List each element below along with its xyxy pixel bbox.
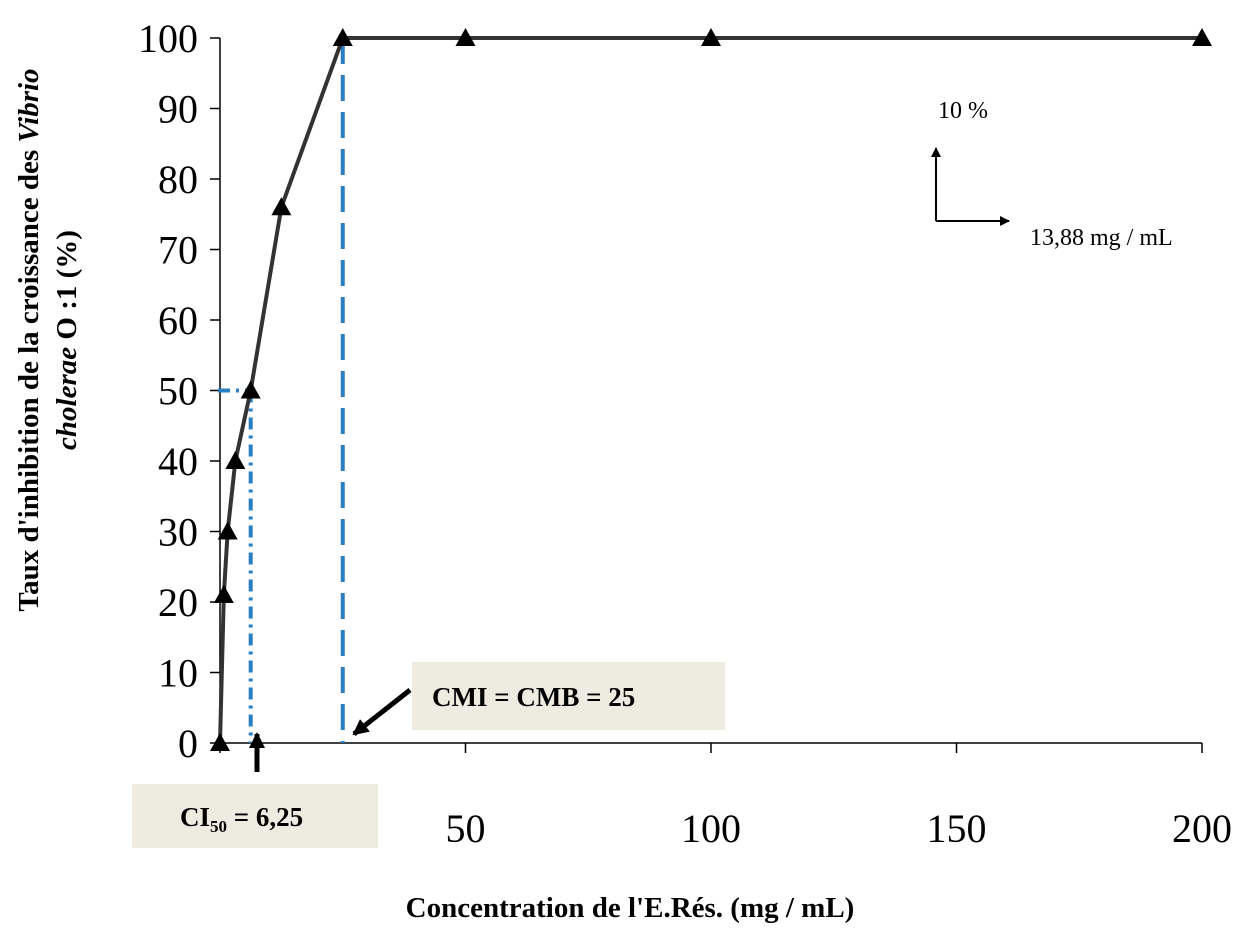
y-axis-title-line1: Taux d'inhibition de la croissance des V… xyxy=(13,68,45,611)
data-point xyxy=(701,28,721,46)
y-tick-label: 30 xyxy=(158,510,198,555)
ic50-box xyxy=(132,784,378,848)
data-point xyxy=(271,197,292,216)
y-tick-label: 0 xyxy=(178,721,198,766)
data-point xyxy=(240,380,261,399)
x-tick-label: 150 xyxy=(927,806,987,851)
data-point xyxy=(332,28,353,46)
y-tick-label: 10 xyxy=(158,651,198,696)
y-tick-label: 40 xyxy=(158,439,198,484)
mic-label: CMI = CMB = 25 xyxy=(432,682,635,712)
data-point xyxy=(210,733,230,751)
y-tick-label: 90 xyxy=(158,87,198,132)
mic-pointer-arrow xyxy=(352,688,412,736)
x-axis-title: Concentration de l'E.Rés. (mg / mL) xyxy=(406,892,855,924)
x-tick-label: 100 xyxy=(681,806,741,851)
data-point xyxy=(217,521,238,540)
y-tick-label: 70 xyxy=(158,228,198,273)
data-point xyxy=(455,28,476,46)
y-tick-label: 20 xyxy=(158,580,198,625)
y-tick-label: 60 xyxy=(158,298,198,343)
data-point xyxy=(1192,28,1212,46)
scale-x-label: 13,88 mg / mL xyxy=(1030,225,1173,251)
y-tick-label: 80 xyxy=(158,157,198,202)
y-tick-label: 100 xyxy=(138,16,198,61)
mic-box xyxy=(412,662,725,730)
series-line xyxy=(218,36,1202,744)
x-tick-label: 50 xyxy=(446,806,486,851)
scale-y-label: 10 % xyxy=(938,98,988,124)
x-tick-label: 200 xyxy=(1172,806,1232,851)
data-point xyxy=(225,451,246,469)
ic50-label: CI50 = 6,25 xyxy=(180,802,303,836)
data-point xyxy=(213,584,234,603)
y-axis-title-line2: cholerae O :1 (%) xyxy=(51,230,83,450)
y-tick-label: 50 xyxy=(158,369,198,414)
